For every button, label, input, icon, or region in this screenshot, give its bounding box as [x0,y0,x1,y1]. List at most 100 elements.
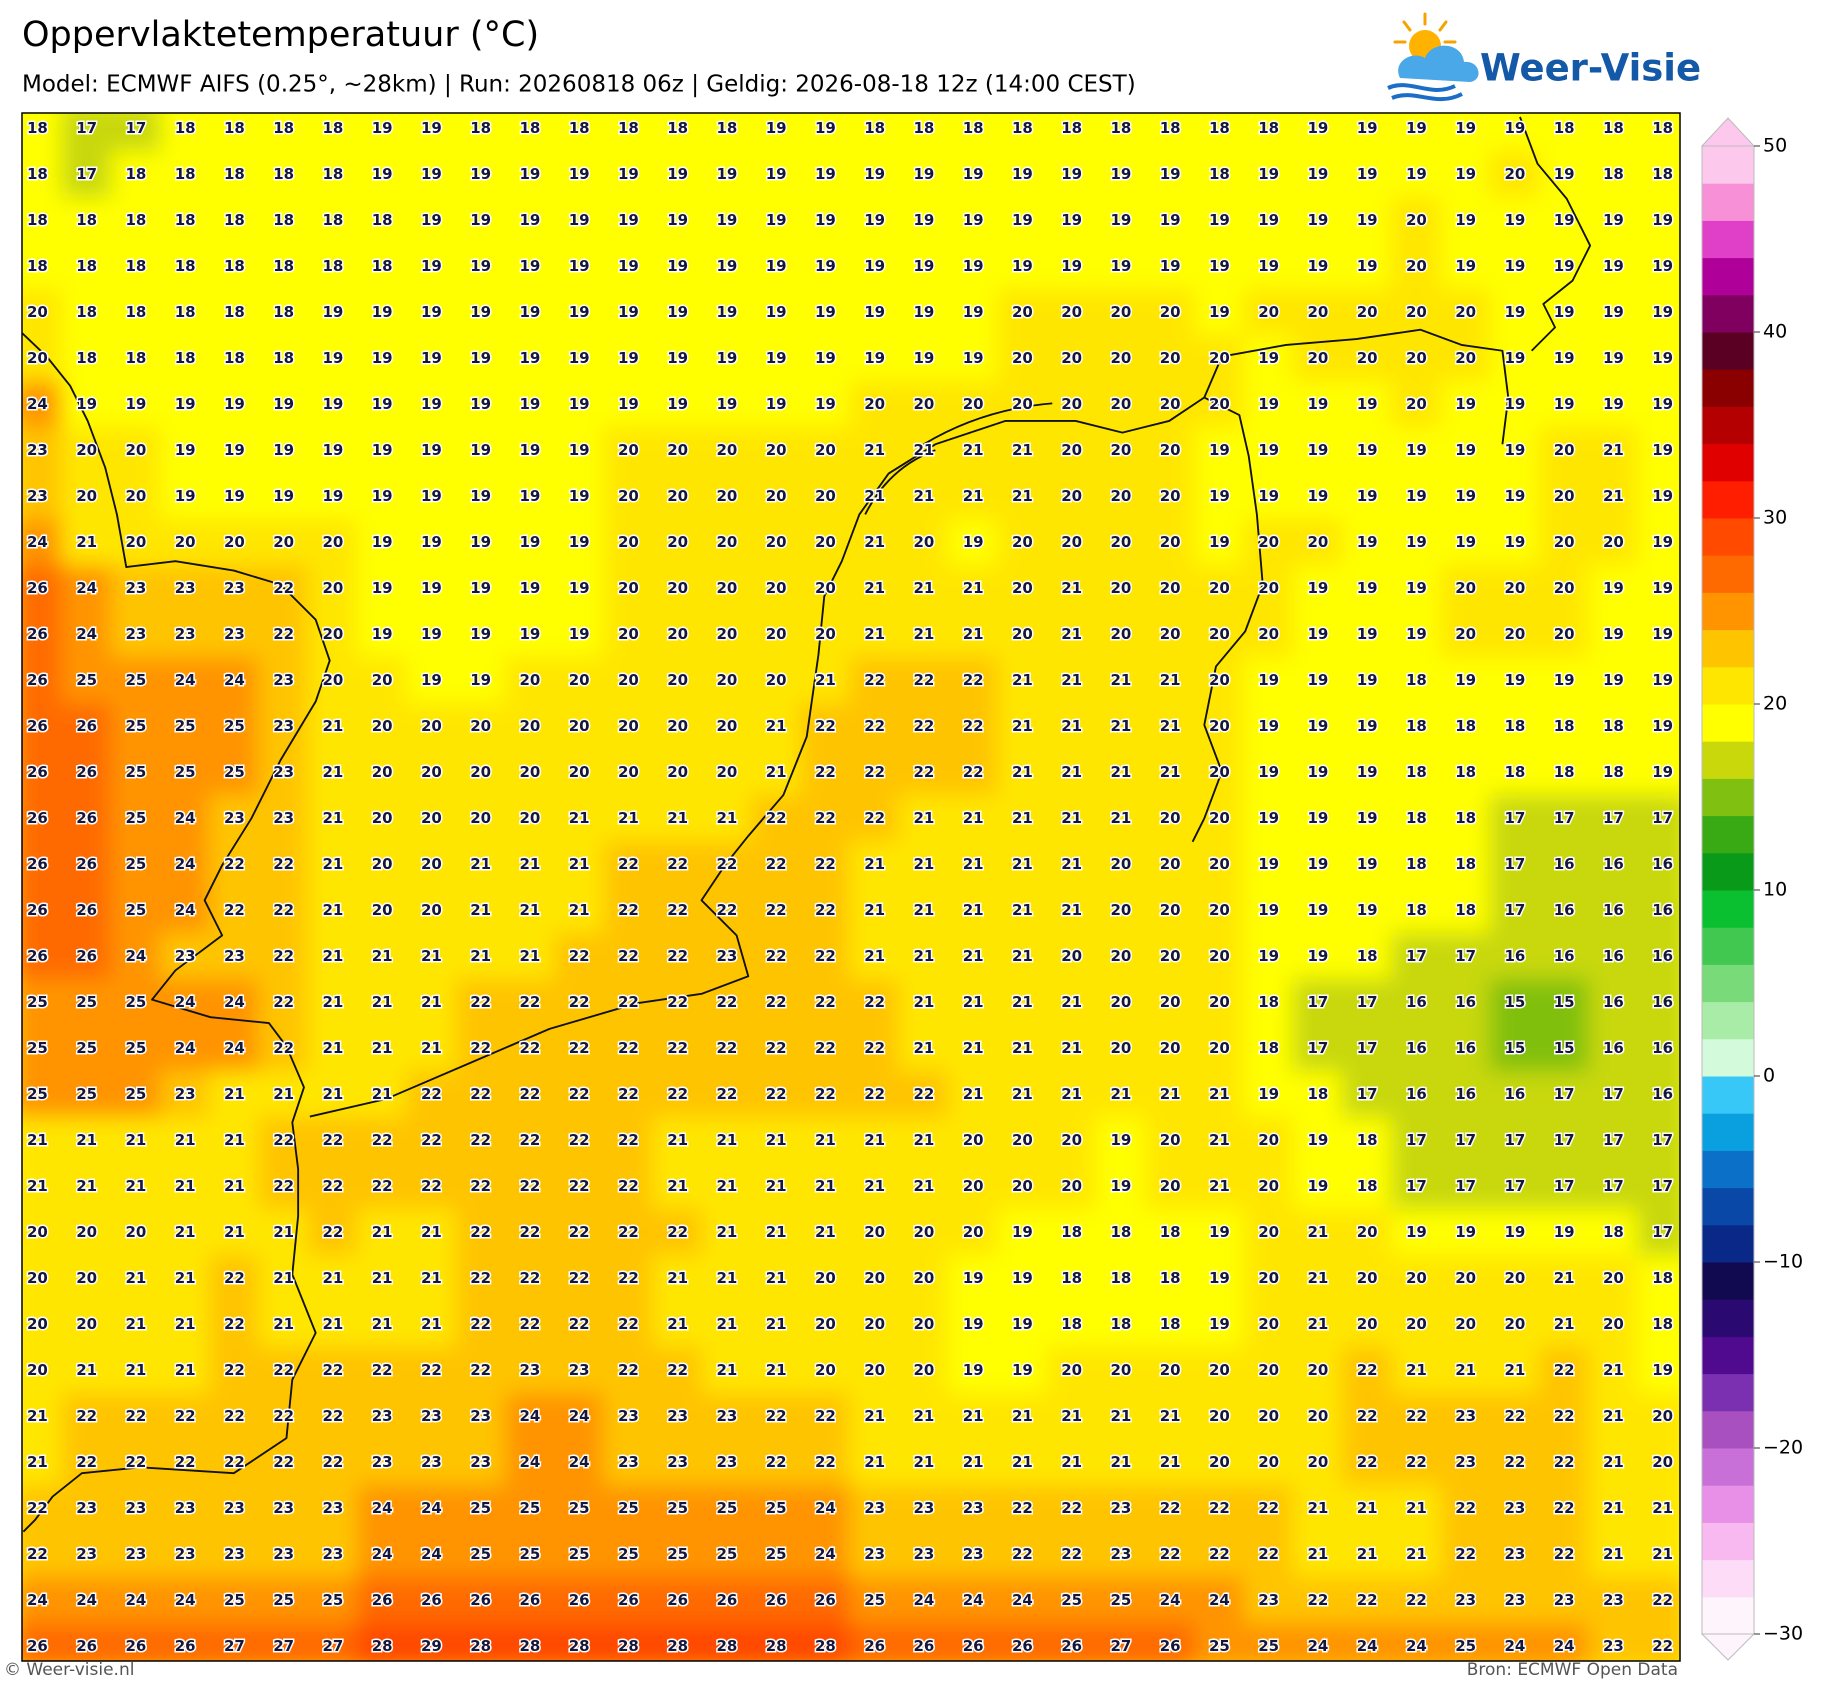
temperature-cell [1637,887,1680,935]
temperature-value: 20 [1357,1223,1378,1241]
temperature-value: 20 [372,671,393,689]
temperature-value: 19 [1012,211,1033,229]
colorbar-segment [1702,406,1754,445]
temperature-cell [1145,1071,1196,1119]
temperature-value: 20 [421,717,442,735]
temperature-cell [307,197,359,245]
temperature-cell [948,1163,999,1211]
temperature-value: 22 [1061,1545,1082,1563]
temperature-value: 19 [519,349,540,367]
temperature-cell [307,1117,359,1165]
temperature-cell [1243,519,1294,567]
temperature-cell [1440,289,1491,337]
temperature-value: 19 [1357,211,1378,229]
temperature-cell [997,289,1048,337]
temperature-value: 19 [1209,1223,1230,1241]
temperature-value: 20 [1455,1269,1476,1287]
temperature-cell [61,887,112,935]
temperature-cell [357,887,408,935]
temperature-value: 16 [1554,901,1575,919]
temperature-cell [22,151,63,199]
temperature-cell [258,243,309,291]
temperature-value: 21 [27,1131,48,1149]
temperature-cell [652,473,703,521]
temperature-cell [1342,1623,1393,1661]
temperature-cell [1391,1393,1442,1441]
temperature-value: 22 [569,947,590,965]
temperature-cell [1539,749,1590,797]
temperature-value: 21 [1406,1361,1427,1379]
temperature-cell [849,197,900,245]
temperature-cell [1145,657,1196,705]
temperature-cell [160,151,211,199]
temperature-value: 24 [421,1499,442,1517]
temperature-value: 24 [224,671,245,689]
temperature-cell [554,151,605,199]
temperature-cell [1588,381,1639,429]
temperature-cell [1539,1025,1590,1073]
temperature-cell [1489,1301,1541,1349]
temperature-value: 22 [421,1085,442,1103]
temperature-value: 19 [667,395,688,413]
temperature-value: 24 [27,395,48,413]
temperature-value: 22 [1209,1545,1230,1563]
temperature-cell [1489,1531,1541,1579]
temperature-value: 28 [569,1637,590,1655]
temperature-cell [849,289,900,337]
temperature-value: 20 [1209,717,1230,735]
temperature-value: 21 [372,1223,393,1241]
temperature-cell [948,1485,999,1533]
temperature-cell [22,1393,63,1441]
temperature-value: 22 [618,1269,639,1287]
temperature-cell [849,841,900,889]
temperature-cell [898,473,950,521]
temperature-cell [110,887,162,935]
temperature-cell [1145,1393,1196,1441]
temperature-value: 24 [1209,1591,1230,1609]
temperature-cell [1440,473,1491,521]
temperature-value: 21 [618,809,639,827]
temperature-cell [1095,1577,1147,1625]
temperature-value: 19 [1504,349,1525,367]
temperature-value: 19 [1357,625,1378,643]
temperature-value: 22 [618,1177,639,1195]
temperature-cell [1489,335,1541,383]
temperature-cell [1637,427,1680,475]
temperature-value: 22 [913,671,934,689]
logo-sun [1393,12,1457,44]
temperature-cell [1342,1485,1393,1533]
temperature-value: 22 [569,1131,590,1149]
temperature-cell [1095,1623,1147,1661]
temperature-value: 21 [1061,993,1082,1011]
temperature-value: 20 [1554,579,1575,597]
plot-frame [21,112,1681,1662]
temperature-cell [1292,1301,1344,1349]
temperature-value: 16 [1652,1039,1673,1057]
temperature-cell [160,289,211,337]
temperature-cell [22,1301,63,1349]
temperature-value: 22 [1012,1499,1033,1517]
temperature-value: 19 [1258,717,1279,735]
temperature-value: 19 [913,303,934,321]
temperature-cell [61,197,112,245]
temperature-cell [1243,113,1294,153]
temperature-cell [1243,1485,1294,1533]
temperature-value: 19 [1406,533,1427,551]
temperature-cell [701,1577,753,1625]
temperature-value: 22 [913,1085,934,1103]
temperature-value: 20 [667,533,688,551]
temperature-value: 19 [519,395,540,413]
temperature-cell [406,795,457,843]
temperature-value: 20 [963,1223,984,1241]
temperature-cell [61,1163,112,1211]
temperature-value: 22 [1504,1407,1525,1425]
temperature-value: 28 [716,1637,737,1655]
temperature-value: 19 [1160,257,1181,275]
temperature-cell [1391,1577,1442,1625]
temperature-value: 22 [815,1039,836,1057]
temperature-cell [751,151,802,199]
temperature-cell [1194,473,1245,521]
temperature-cell [603,1025,654,1073]
temperature-cell [1342,381,1393,429]
temperature-value: 22 [1357,1407,1378,1425]
